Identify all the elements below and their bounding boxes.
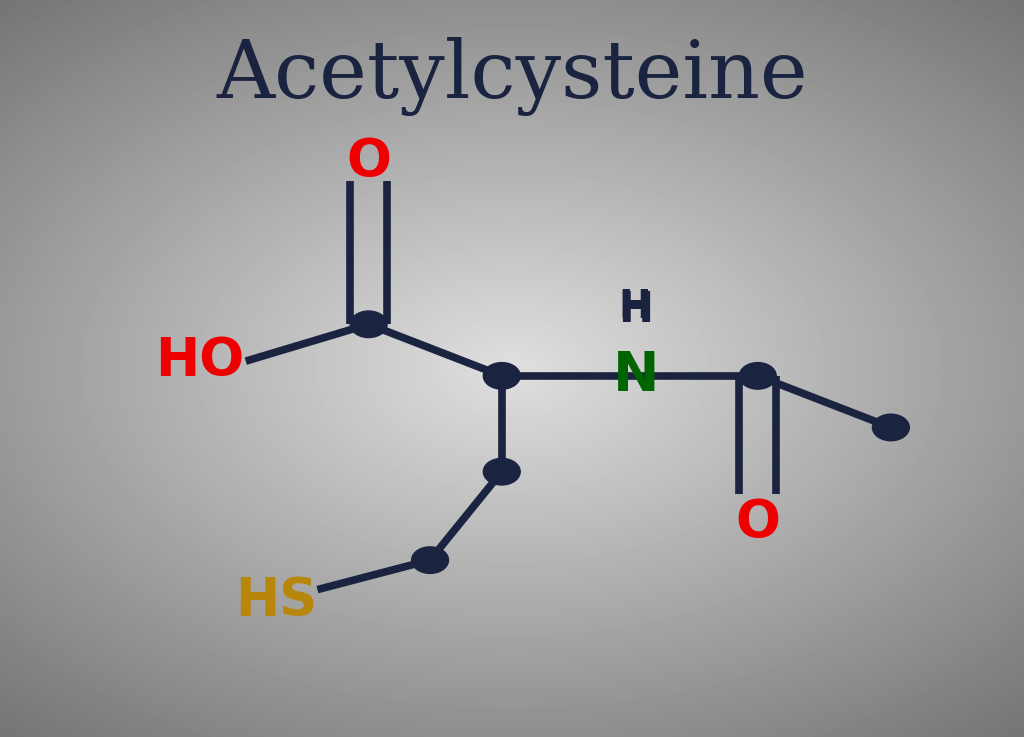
Circle shape — [872, 414, 909, 441]
Circle shape — [483, 363, 520, 389]
Text: Acetylcysteine: Acetylcysteine — [216, 37, 808, 116]
Text: O: O — [735, 497, 780, 549]
Text: H: H — [618, 289, 653, 330]
Text: HO: HO — [155, 335, 245, 387]
Circle shape — [412, 547, 449, 573]
Circle shape — [350, 311, 387, 338]
Circle shape — [483, 458, 520, 485]
Text: O: O — [346, 136, 391, 188]
Text: N: N — [612, 349, 659, 403]
Circle shape — [739, 363, 776, 389]
Text: H: H — [618, 288, 651, 326]
Text: HS: HS — [236, 575, 317, 626]
